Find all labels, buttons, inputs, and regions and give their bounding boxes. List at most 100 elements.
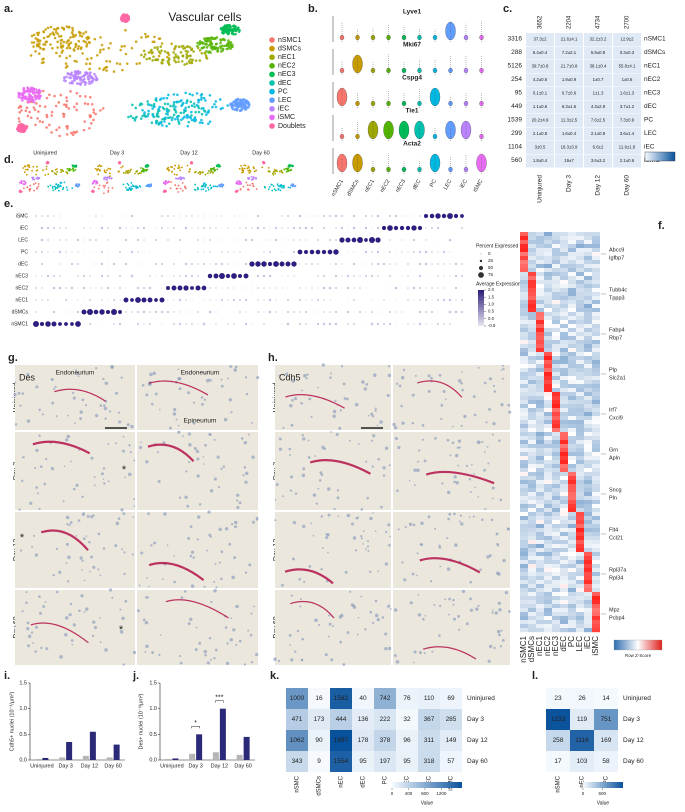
nucleus <box>389 608 392 610</box>
dot <box>112 298 116 302</box>
dot <box>231 273 237 279</box>
heatmap-cell <box>592 236 600 241</box>
cell-point <box>86 57 89 61</box>
heatmap-cell <box>568 492 576 497</box>
cell-point <box>147 51 151 54</box>
dot <box>155 215 157 217</box>
nucleus <box>66 434 71 439</box>
dot <box>407 239 409 241</box>
nucleus <box>446 567 451 571</box>
heatmap-cell <box>536 404 544 409</box>
heatmap-cell <box>560 544 568 549</box>
cell-point <box>18 111 21 114</box>
nucleus <box>327 551 329 554</box>
heatmap-cell <box>520 576 528 581</box>
cell-point <box>175 115 179 119</box>
dot <box>455 239 457 241</box>
heatmap-cell <box>546 730 570 751</box>
cell-point <box>99 109 102 112</box>
dot <box>52 226 56 230</box>
cell-point <box>68 54 72 58</box>
dot <box>351 237 357 243</box>
heatmap-cell <box>528 336 536 341</box>
dot <box>39 321 45 327</box>
nucleus <box>14 423 18 426</box>
heatmap-cell <box>560 484 568 489</box>
nucleus <box>494 611 499 615</box>
cell-point <box>46 26 50 30</box>
cell-point <box>234 107 237 111</box>
heatmap-cell <box>568 256 576 261</box>
heatmap-cell <box>576 400 584 405</box>
cell-point <box>272 173 275 176</box>
cell-point <box>105 69 108 72</box>
heatmap-cell <box>584 240 592 245</box>
nucleus <box>214 563 217 565</box>
dot <box>389 239 391 241</box>
dot <box>418 262 422 266</box>
heatmap-cell <box>520 604 528 609</box>
dot <box>347 215 349 217</box>
row-label: dEC <box>18 261 28 267</box>
heatmap-cell <box>520 448 528 453</box>
stain <box>417 380 463 398</box>
heatmap-cell <box>552 540 560 545</box>
dot <box>155 227 157 229</box>
heatmap-cell <box>536 568 544 573</box>
heatmap-cell <box>592 476 600 481</box>
dot <box>407 263 409 265</box>
cell-point <box>165 124 168 128</box>
cell-point <box>74 70 77 73</box>
nucleus <box>469 597 472 601</box>
dot <box>173 263 175 265</box>
cell-point <box>171 104 175 108</box>
colorbar-title: Row Z-Score <box>625 653 652 658</box>
cell-point <box>62 103 66 107</box>
dot <box>113 227 115 229</box>
cell-point <box>107 46 111 50</box>
heatmap-cell <box>552 484 560 489</box>
heatmap-cell <box>592 312 600 317</box>
heatmap-cell <box>536 544 544 549</box>
heatmap-cell <box>528 440 536 445</box>
heatmap-cell <box>584 252 592 257</box>
cell-point <box>25 173 28 176</box>
nucleus <box>76 372 79 375</box>
dot <box>154 298 158 302</box>
dot <box>370 274 374 278</box>
nucleus <box>248 563 252 567</box>
dot <box>191 323 193 325</box>
heatmap-cell <box>544 576 552 581</box>
cell-point <box>88 82 91 86</box>
nucleus <box>483 450 486 453</box>
nucleus <box>500 369 503 371</box>
dot <box>269 287 271 289</box>
cell-point <box>38 120 42 123</box>
cell-point <box>161 117 164 121</box>
cell-point <box>167 93 170 97</box>
dot <box>335 227 337 229</box>
heatmap-cell <box>528 328 536 333</box>
nucleus <box>65 542 69 546</box>
dot <box>239 263 241 265</box>
cell-point <box>190 114 193 117</box>
cell-point <box>32 100 36 104</box>
cell-point <box>279 170 281 173</box>
heatmap-cell <box>552 432 560 437</box>
dot <box>100 250 104 254</box>
cell-point <box>59 42 63 45</box>
heatmap-cell <box>520 580 528 585</box>
heatmap-cell <box>536 348 544 353</box>
legend-label: LEC <box>278 97 292 104</box>
legend-label: nEC3 <box>278 71 296 78</box>
cell-point <box>201 185 204 188</box>
cell-point <box>190 162 193 165</box>
dot <box>281 227 283 229</box>
dot <box>191 215 193 217</box>
gene-label: Grn <box>609 447 618 453</box>
nucleus <box>81 559 84 562</box>
bar <box>189 753 196 760</box>
nucleus <box>162 441 166 445</box>
dot <box>364 250 368 254</box>
nucleus <box>182 435 184 438</box>
